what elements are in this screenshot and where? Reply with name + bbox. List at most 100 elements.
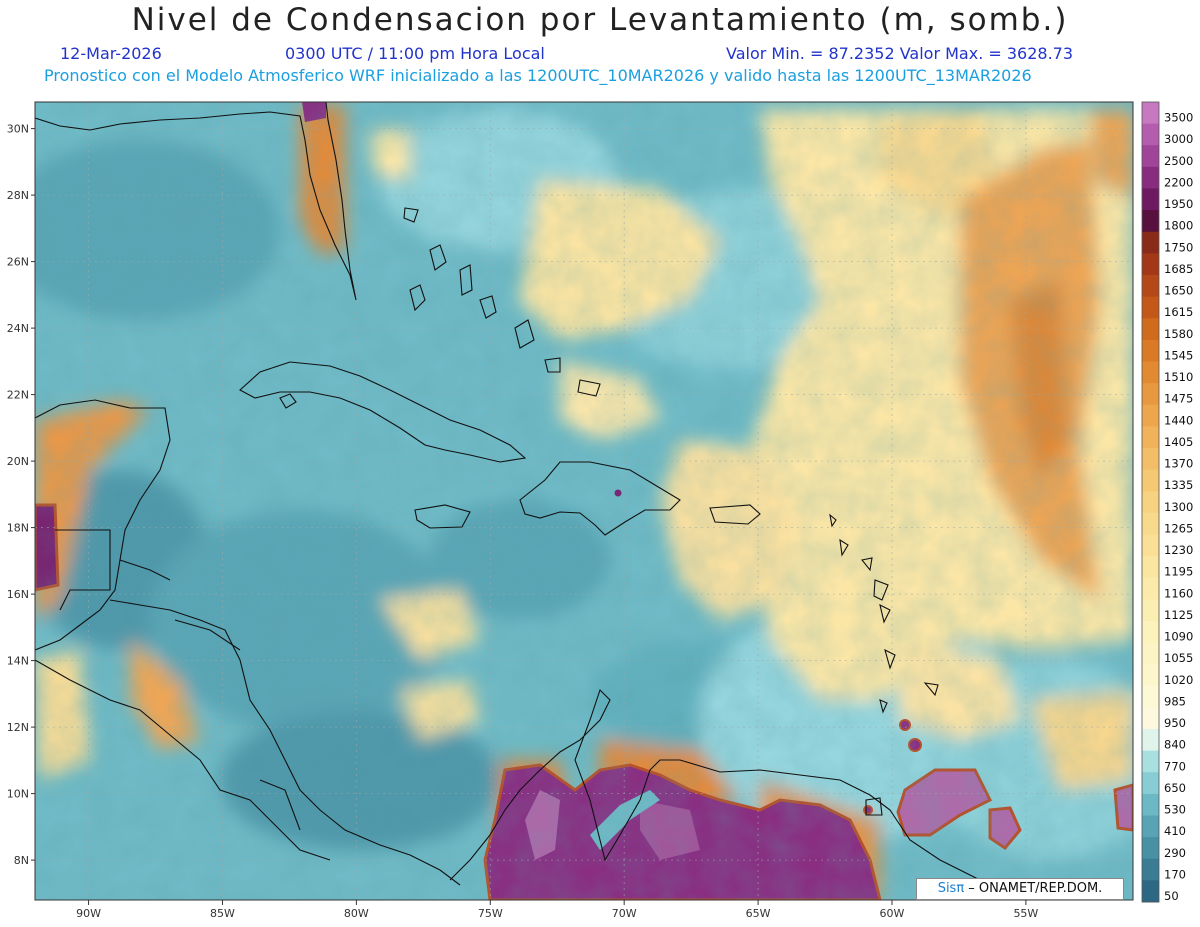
colorbar-swatch	[1142, 750, 1159, 773]
colorbar-swatch	[1142, 729, 1159, 752]
lon-label: 55W	[1013, 907, 1038, 920]
map-title: Nivel de Condensacion por Levantamiento …	[131, 2, 1069, 38]
colorbar-swatch	[1142, 166, 1159, 189]
credit-org: – ONAMET/REP.DOM.	[964, 881, 1103, 896]
colorbar-label: 950	[1164, 716, 1186, 730]
graticule	[35, 102, 1133, 900]
colorbar-label: 1335	[1164, 478, 1193, 492]
colorbar-label: 3000	[1164, 132, 1193, 146]
colorbar-label: 2200	[1164, 175, 1193, 189]
colorbar-label: 3500	[1164, 111, 1193, 125]
colorbar-label: 1510	[1164, 370, 1193, 384]
colorbar-swatch	[1142, 123, 1159, 146]
colorbar-label: 1370	[1164, 457, 1193, 471]
colorbar-label: 1230	[1164, 543, 1193, 557]
colorbar-label: 1750	[1164, 240, 1193, 254]
forecast-date: 12-Mar-2026	[60, 44, 162, 63]
colorbar-swatch	[1142, 793, 1159, 817]
colorbar-swatch	[1142, 339, 1159, 362]
colorbar-swatch	[1142, 210, 1159, 233]
colorbar-swatch	[1142, 296, 1159, 319]
colorbar-swatch	[1142, 231, 1159, 254]
colorbar-label: 985	[1164, 694, 1186, 708]
colorbar-label: 840	[1164, 738, 1186, 752]
lat-label: 18N	[7, 522, 29, 535]
colorbar-label: 1055	[1164, 651, 1193, 665]
lat-label: 14N	[7, 655, 29, 668]
colorbar-label: 1405	[1164, 435, 1193, 449]
lon-label: 85W	[210, 907, 235, 920]
colorbar-label: 1300	[1164, 500, 1193, 514]
lat-label: 16N	[7, 588, 29, 601]
colorbar-swatch	[1142, 383, 1159, 406]
colorbar-label: 1650	[1164, 284, 1193, 298]
colorbar-swatch	[1142, 858, 1159, 881]
colorbar-swatch	[1142, 318, 1159, 341]
colorbar-label: 530	[1164, 803, 1186, 817]
colorbar-swatch	[1142, 815, 1159, 838]
lon-label: 60W	[880, 907, 905, 920]
colorbar-swatch	[1142, 599, 1159, 622]
colorbar-frame	[1141, 101, 1160, 903]
colorbar-label: 770	[1164, 759, 1186, 773]
colorbar-swatch	[1142, 274, 1159, 298]
colorbar-label: 1615	[1164, 305, 1193, 319]
colorbar-swatch	[1142, 772, 1159, 795]
colorbar-swatch	[1142, 404, 1159, 427]
colorbar-label: 1160	[1164, 586, 1193, 600]
sistema-logo: Sisπ	[937, 881, 965, 896]
colorbar-label: 1475	[1164, 392, 1193, 406]
colorbar-swatch	[1142, 534, 1159, 557]
colorbar-swatch	[1142, 102, 1159, 125]
lat-label: 20N	[7, 455, 29, 468]
colorbar-swatch	[1142, 512, 1159, 535]
colorbar-label: 1265	[1164, 521, 1193, 535]
colorbar: 3500 3000 2500 2200 1950 1800 1750 1685 1650 1615…	[1141, 101, 1193, 903]
colorbar-swatch	[1142, 664, 1159, 687]
colorbar-label: 1125	[1164, 608, 1193, 622]
colorbar-swatch	[1142, 685, 1159, 708]
lat-label: 28N	[7, 189, 29, 202]
colorbar-swatch	[1142, 556, 1159, 579]
colorbar-label: 1685	[1164, 262, 1193, 276]
lon-label: 90W	[76, 907, 101, 920]
colorbar-label: 1545	[1164, 348, 1193, 362]
map-frame	[34, 101, 1134, 901]
colorbar-swatch	[1142, 707, 1159, 730]
colorbar-label: 410	[1164, 824, 1186, 838]
forecast-time: 0300 UTC / 11:00 pm Hora Local	[285, 44, 545, 63]
colorbar-swatch	[1142, 426, 1159, 449]
lat-label: 24N	[7, 322, 29, 335]
colorbar-label: 2500	[1164, 154, 1193, 168]
colorbar-label: 50	[1164, 889, 1179, 903]
colorbar-label: 170	[1164, 867, 1186, 881]
colorbar-swatch	[1142, 361, 1159, 384]
colorbar-label: 1440	[1164, 413, 1193, 427]
colorbar-label: 1580	[1164, 327, 1193, 341]
colorbar-label: 1195	[1164, 565, 1193, 579]
colorbar-label: 650	[1164, 781, 1186, 795]
field-shading	[35, 102, 1133, 900]
colorbar-swatch	[1142, 447, 1159, 471]
colorbar-swatch	[1142, 491, 1159, 514]
lat-label: 12N	[7, 721, 29, 734]
colorbar-label: 1090	[1164, 630, 1193, 644]
colorbar-swatch	[1142, 880, 1159, 903]
colorbar-label: 1800	[1164, 219, 1193, 233]
lat-label: 8N	[14, 854, 29, 867]
colorbar-label: 1020	[1164, 673, 1193, 687]
colorbar-swatch	[1142, 188, 1159, 211]
lon-label: 65W	[746, 907, 771, 920]
value-range: Valor Min. = 87.2352 Valor Max. = 3628.7…	[726, 44, 1074, 63]
coastlines	[35, 102, 1021, 900]
lat-label: 10N	[7, 788, 29, 801]
lon-label: 75W	[478, 907, 503, 920]
model-info: Pronostico con el Modelo Atmosferico WRF…	[44, 66, 1032, 85]
colorbar-swatch	[1142, 145, 1159, 168]
colorbar-swatch	[1142, 577, 1159, 600]
colorbar-swatch	[1142, 837, 1159, 860]
lat-label: 26N	[7, 256, 29, 269]
lon-label: 70W	[612, 907, 637, 920]
colorbar-swatch	[1142, 469, 1159, 492]
